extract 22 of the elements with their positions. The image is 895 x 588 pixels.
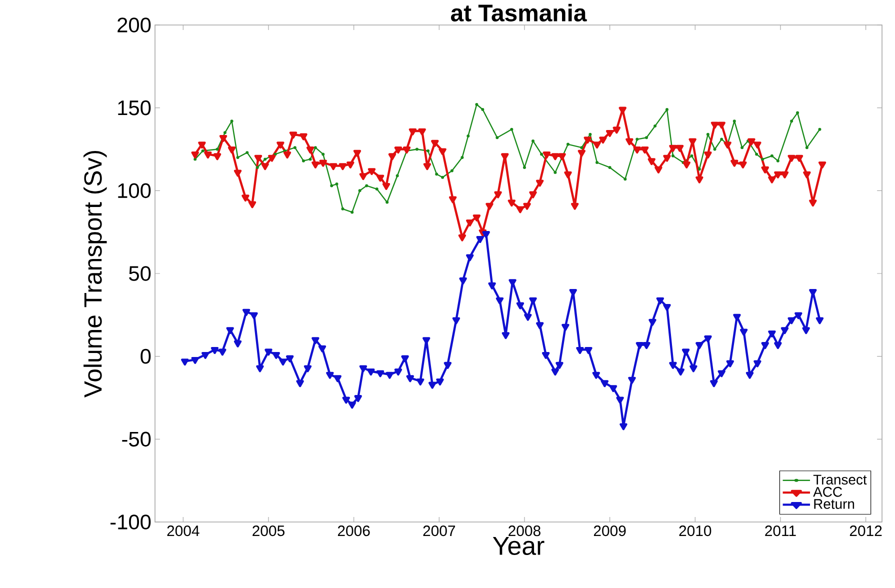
chart-title: at Tasmania xyxy=(450,4,587,22)
legend-label: Return xyxy=(814,499,854,509)
x-tick-label: 2006 xyxy=(338,526,370,536)
x-tick-label: 2011 xyxy=(765,526,796,536)
legend-label: Transect xyxy=(813,474,867,485)
y-tick-label: 100 xyxy=(118,183,151,198)
x-tick-label: 2012 xyxy=(850,526,882,536)
x-tick-label: 2007 xyxy=(423,526,456,536)
x-tick-label: 2009 xyxy=(594,526,626,536)
y-tick-label: -50 xyxy=(122,432,151,447)
y-tick-label: 200 xyxy=(118,18,151,32)
x-tick-label: 2004 xyxy=(167,526,200,536)
x-tick-label: 2005 xyxy=(252,526,284,536)
y-tick-label: 150 xyxy=(118,100,151,116)
x-axis-title: Year xyxy=(492,536,544,556)
x-tick-label: 2008 xyxy=(508,526,540,536)
x-tick-label: 2010 xyxy=(679,526,712,536)
y-tick-label: 50 xyxy=(129,266,151,281)
y-axis-title: Volume Transport (Sv) xyxy=(84,150,107,398)
y-tick-label: -100 xyxy=(110,514,151,530)
legend-label: ACC xyxy=(813,486,842,497)
y-tick-label: 0 xyxy=(140,348,151,364)
